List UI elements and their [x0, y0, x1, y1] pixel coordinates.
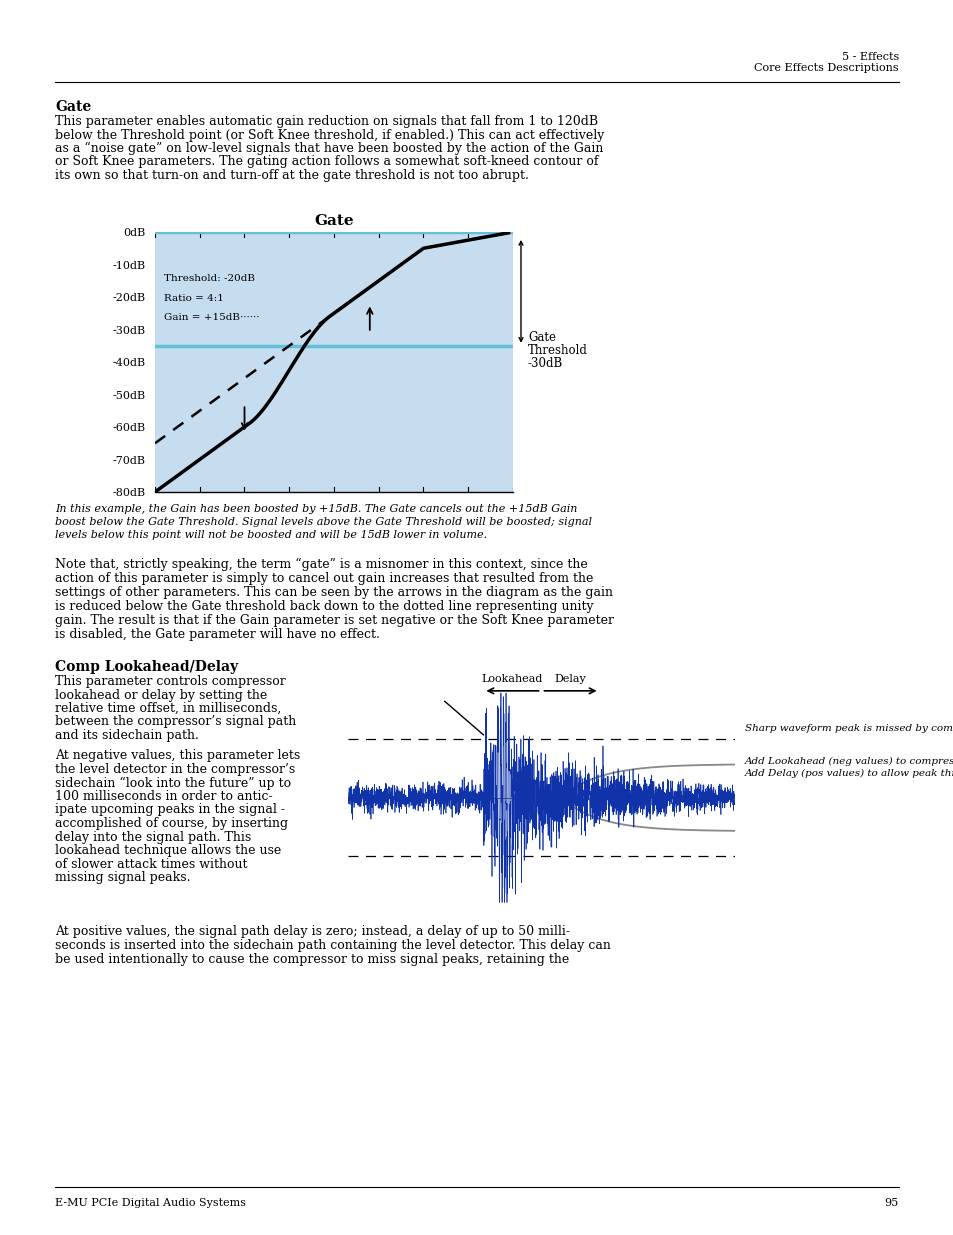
Text: Gain = +15dB······: Gain = +15dB······: [164, 314, 259, 322]
Text: or Soft Knee parameters. The gating action follows a somewhat soft-kneed contour: or Soft Knee parameters. The gating acti…: [55, 156, 598, 168]
Text: lookahead technique allows the use: lookahead technique allows the use: [55, 844, 281, 857]
Text: is disabled, the Gate parameter will have no effect.: is disabled, the Gate parameter will hav…: [55, 629, 379, 641]
Text: its own so that turn-on and turn-off at the gate threshold is not too abrupt.: its own so that turn-on and turn-off at …: [55, 169, 528, 182]
Text: boost below the Gate Threshold. Signal levels above the Gate Threshold will be b: boost below the Gate Threshold. Signal l…: [55, 517, 592, 527]
Text: ipate upcoming peaks in the signal -: ipate upcoming peaks in the signal -: [55, 804, 285, 816]
Text: At positive values, the signal path delay is zero; instead, a delay of up to 50 : At positive values, the signal path dela…: [55, 925, 569, 939]
Text: as a “noise gate” on low-level signals that have been boosted by the action of t: as a “noise gate” on low-level signals t…: [55, 142, 602, 156]
Text: Add Lookahead (neg values) to compress peak.: Add Lookahead (neg values) to compress p…: [744, 757, 953, 766]
Text: -30dB: -30dB: [527, 357, 562, 369]
Text: At negative values, this parameter lets: At negative values, this parameter lets: [55, 750, 300, 762]
Text: Ratio = 4:1: Ratio = 4:1: [164, 294, 224, 303]
Title: Gate: Gate: [314, 214, 354, 228]
Text: be used intentionally to cause the compressor to miss signal peaks, retaining th: be used intentionally to cause the compr…: [55, 953, 569, 966]
Text: relative time offset, in milliseconds,: relative time offset, in milliseconds,: [55, 701, 281, 715]
Text: between the compressor’s signal path: between the compressor’s signal path: [55, 715, 296, 729]
Text: 95: 95: [883, 1198, 898, 1208]
Text: Threshold: Threshold: [527, 343, 587, 357]
Text: seconds is inserted into the sidechain path containing the level detector. This : seconds is inserted into the sidechain p…: [55, 939, 610, 952]
Text: lookahead or delay by setting the: lookahead or delay by setting the: [55, 688, 267, 701]
Text: action of this parameter is simply to cancel out gain increases that resulted fr: action of this parameter is simply to ca…: [55, 572, 593, 585]
Text: 100 milliseconds in order to antic-: 100 milliseconds in order to antic-: [55, 790, 273, 803]
Text: missing signal peaks.: missing signal peaks.: [55, 871, 191, 884]
Text: accomplished of course, by inserting: accomplished of course, by inserting: [55, 818, 288, 830]
Text: This parameter controls compressor: This parameter controls compressor: [55, 676, 286, 688]
Text: Core Effects Descriptions: Core Effects Descriptions: [754, 63, 898, 73]
Text: Threshold: -20dB: Threshold: -20dB: [164, 274, 254, 283]
Text: levels below this point will not be boosted and will be 15dB lower in volume.: levels below this point will not be boos…: [55, 530, 487, 540]
Text: Gate: Gate: [527, 331, 556, 343]
Text: Delay: Delay: [554, 674, 586, 684]
Text: In this example, the Gain has been boosted by +15dB. The Gate cancels out the +1: In this example, the Gain has been boost…: [55, 504, 577, 514]
Text: 5 - Effects: 5 - Effects: [841, 52, 898, 62]
Text: gain. The result is that if the Gain parameter is set negative or the Soft Knee : gain. The result is that if the Gain par…: [55, 614, 614, 627]
Text: Sharp waveform peak is missed by compressor.: Sharp waveform peak is missed by compres…: [744, 724, 953, 734]
Text: Comp Lookahead/Delay: Comp Lookahead/Delay: [55, 659, 238, 674]
Text: Add Delay (pos values) to allow peak through.: Add Delay (pos values) to allow peak thr…: [744, 769, 953, 778]
Text: is reduced below the Gate threshold back down to the dotted line representing un: is reduced below the Gate threshold back…: [55, 600, 593, 613]
Text: of slower attack times without: of slower attack times without: [55, 857, 247, 871]
Text: Note that, strictly speaking, the term “gate” is a misnomer in this context, sin: Note that, strictly speaking, the term “…: [55, 558, 587, 572]
Text: This parameter enables automatic gain reduction on signals that fall from 1 to 1: This parameter enables automatic gain re…: [55, 115, 598, 128]
Text: sidechain “look into the future” up to: sidechain “look into the future” up to: [55, 777, 291, 789]
Text: Gate: Gate: [55, 100, 91, 114]
Text: Lookahead: Lookahead: [481, 674, 542, 684]
Text: and its sidechain path.: and its sidechain path.: [55, 729, 198, 742]
Text: delay into the signal path. This: delay into the signal path. This: [55, 830, 251, 844]
Text: below the Threshold point (or Soft Knee threshold, if enabled.) This can act eff: below the Threshold point (or Soft Knee …: [55, 128, 604, 142]
Text: E-MU PCIe Digital Audio Systems: E-MU PCIe Digital Audio Systems: [55, 1198, 246, 1208]
Text: the level detector in the compressor’s: the level detector in the compressor’s: [55, 763, 294, 776]
Text: settings of other parameters. This can be seen by the arrows in the diagram as t: settings of other parameters. This can b…: [55, 585, 613, 599]
